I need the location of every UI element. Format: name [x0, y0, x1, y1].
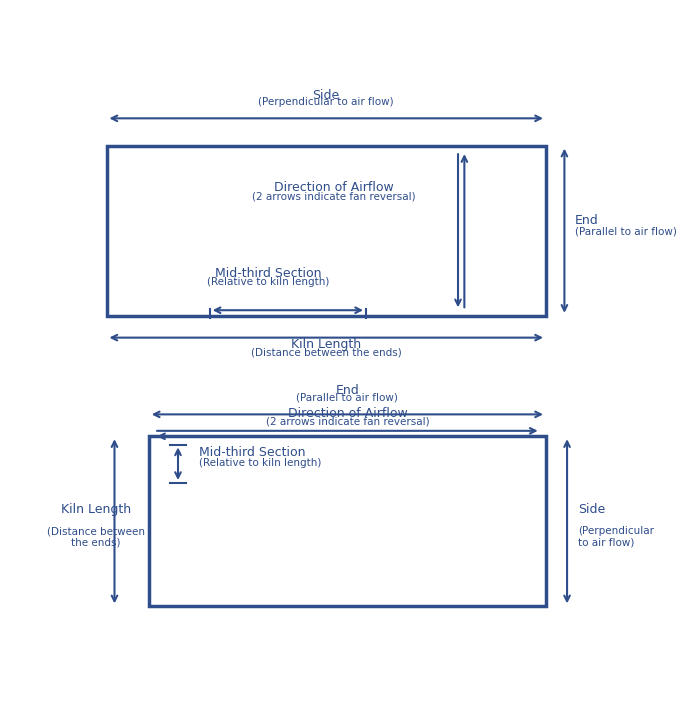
Text: Direction of Airflow: Direction of Airflow [288, 407, 407, 420]
Text: (Parallel to air flow): (Parallel to air flow) [296, 393, 398, 403]
Text: Side: Side [578, 503, 605, 515]
Text: (Perpendicular to air flow): (Perpendicular to air flow) [258, 98, 394, 108]
Text: (Parallel to air flow): (Parallel to air flow) [575, 226, 677, 236]
Text: Side: Side [313, 89, 340, 102]
Text: Direction of Airflow: Direction of Airflow [275, 181, 394, 194]
Text: (2 arrows indicate fan reversal): (2 arrows indicate fan reversal) [266, 417, 429, 426]
Bar [149, 436, 546, 607]
Text: Kiln Length: Kiln Length [61, 503, 131, 515]
Text: (Relative to kiln length): (Relative to kiln length) [199, 458, 322, 468]
Text: End: End [335, 384, 359, 397]
Text: (2 arrows indicate fan reversal): (2 arrows indicate fan reversal) [252, 192, 416, 201]
Text: Mid-third Section: Mid-third Section [214, 267, 321, 280]
Bar [107, 146, 546, 315]
Text: (Relative to kiln length): (Relative to kiln length) [207, 277, 329, 287]
Text: End: End [575, 214, 599, 227]
Text: Kiln Length: Kiln Length [291, 338, 361, 351]
Text: (Distance between
the ends): (Distance between the ends) [47, 526, 145, 548]
Text: (Perpendicular
to air flow): (Perpendicular to air flow) [578, 526, 654, 548]
Text: (Distance between the ends): (Distance between the ends) [251, 348, 402, 358]
Text: Mid-third Section: Mid-third Section [199, 446, 306, 459]
